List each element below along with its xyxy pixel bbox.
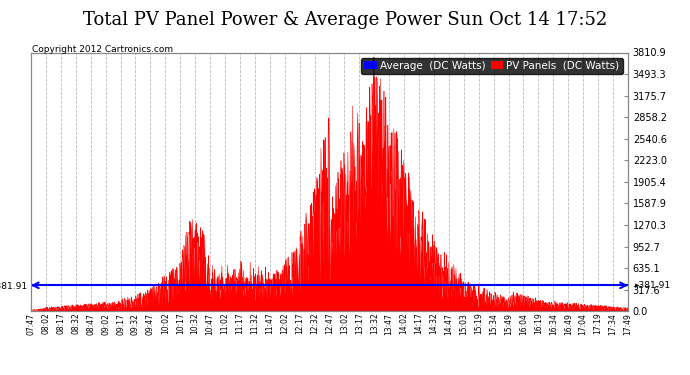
Text: ▸381.91: ▸381.91 — [635, 281, 671, 290]
Text: Copyright 2012 Cartronics.com: Copyright 2012 Cartronics.com — [32, 45, 174, 54]
Text: Total PV Panel Power & Average Power Sun Oct 14 17:52: Total PV Panel Power & Average Power Sun… — [83, 11, 607, 29]
Legend: Average  (DC Watts), PV Panels  (DC Watts): Average (DC Watts), PV Panels (DC Watts) — [362, 58, 622, 74]
